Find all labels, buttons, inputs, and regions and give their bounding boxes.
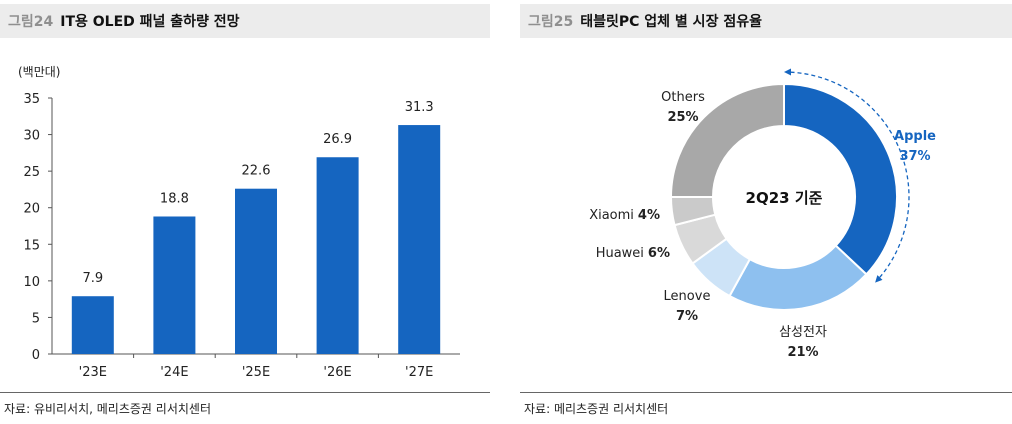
figure-header: 그림25 태블릿PC 업체 별 시장 점유율 <box>520 4 1012 38</box>
slice-name: Apple <box>894 129 936 144</box>
bar-value-label: 7.9 <box>82 271 103 286</box>
divider <box>520 392 1012 393</box>
donut-slice <box>783 82 898 276</box>
y-tick-label: 35 <box>23 92 40 107</box>
bar <box>153 216 196 354</box>
slice-percent: 4% <box>638 208 660 223</box>
slice-percent: 21% <box>787 345 818 360</box>
slice-name: Lenove <box>664 289 711 304</box>
figure-number: 그림24 <box>8 14 54 30</box>
source-note: 자료: 메리츠증권 리서치센터 <box>524 402 669 416</box>
x-tick-label: '26E <box>323 365 351 380</box>
slice-percent: 7% <box>676 309 698 324</box>
slice-name: 삼성전자 <box>779 325 827 340</box>
x-tick-label: '27E <box>405 365 433 380</box>
bar-value-label: 22.6 <box>242 164 271 179</box>
slice-percent: 25% <box>667 110 698 125</box>
donut-chart: 2Q23 기준 Apple 37% 삼성전자 21% Lenove 7% Huawei 6% Xi… <box>589 68 936 360</box>
arrowhead <box>875 275 883 283</box>
y-tick-label: 20 <box>23 202 40 217</box>
x-tick-label: '23E <box>79 365 107 380</box>
slice-name: Huawei <box>596 246 644 261</box>
x-tick-label: '25E <box>242 365 270 380</box>
y-tick-label: 15 <box>23 238 40 253</box>
center-label: 2Q23 기준 <box>746 189 823 207</box>
y-tick-label: 5 <box>32 311 40 326</box>
slice-label: Huawei 6% <box>596 246 670 261</box>
bar <box>71 296 114 354</box>
bar <box>235 188 277 354</box>
slice-label: Xiaomi 4% <box>589 208 660 223</box>
slice-name: Others <box>661 90 705 105</box>
figure-panel-right: 그림25 태블릿PC 업체 별 시장 점유율 2Q23 기준 Apple 37% 삼성… <box>520 0 1012 424</box>
figure-panel-left: 그림24 IT용 OLED 패널 출하량 전망 (백만대) 0 5 10 15 20 25… <box>0 0 490 424</box>
unit-label: (백만대) <box>18 65 61 79</box>
donut-slice <box>669 82 785 198</box>
bar-value-label: 26.9 <box>323 132 352 147</box>
slice-percent: 6% <box>648 246 670 261</box>
source-note: 자료: 유비리서치, 메리츠증권 리서치센터 <box>4 402 211 416</box>
arrowhead <box>784 68 791 76</box>
x-tick-label: '24E <box>160 365 188 380</box>
y-tick-label: 25 <box>23 165 40 180</box>
bar <box>316 157 359 354</box>
figure-number: 그림25 <box>528 14 574 30</box>
donut-slice <box>728 244 868 311</box>
bar-value-label: 31.3 <box>405 100 434 115</box>
figure-title: 태블릿PC 업체 별 시장 점유율 <box>580 14 762 30</box>
divider <box>0 392 490 393</box>
slice-percent: 37% <box>899 149 930 164</box>
figure-title: IT용 OLED 패널 출하량 전망 <box>60 14 240 30</box>
slice-name: Xiaomi <box>589 208 634 223</box>
bar <box>398 125 441 354</box>
y-tick-label: 10 <box>23 275 40 290</box>
y-tick-label: 0 <box>32 348 40 363</box>
bar-value-label: 18.8 <box>160 191 189 206</box>
y-tick-label: 30 <box>23 129 40 144</box>
figure-header: 그림24 IT용 OLED 패널 출하량 전망 <box>0 4 490 38</box>
bar-chart: 0 5 10 15 20 25 30 35 7.9 '23E 18.8 '24E 22.6 '25E 26.… <box>23 92 460 380</box>
